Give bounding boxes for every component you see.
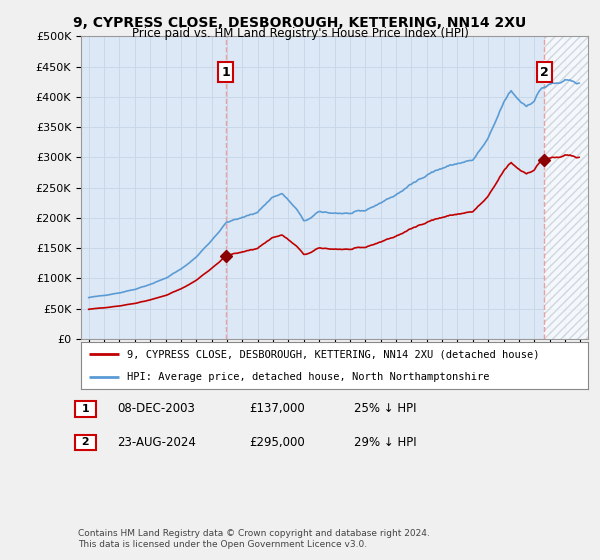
Text: £137,000: £137,000 [249,402,305,416]
Text: £295,000: £295,000 [249,436,305,449]
Text: 9, CYPRESS CLOSE, DESBOROUGH, KETTERING, NN14 2XU: 9, CYPRESS CLOSE, DESBOROUGH, KETTERING,… [73,16,527,30]
Text: 2: 2 [539,66,548,78]
Text: Price paid vs. HM Land Registry's House Price Index (HPI): Price paid vs. HM Land Registry's House … [131,27,469,40]
Text: 23-AUG-2024: 23-AUG-2024 [117,436,196,449]
Text: 1: 1 [78,404,94,414]
Text: 1: 1 [221,66,230,78]
Text: HPI: Average price, detached house, North Northamptonshire: HPI: Average price, detached house, Nort… [127,372,489,382]
Text: 08-DEC-2003: 08-DEC-2003 [117,402,195,416]
Text: 9, CYPRESS CLOSE, DESBOROUGH, KETTERING, NN14 2XU (detached house): 9, CYPRESS CLOSE, DESBOROUGH, KETTERING,… [127,349,539,360]
Text: Contains HM Land Registry data © Crown copyright and database right 2024.
This d: Contains HM Land Registry data © Crown c… [78,529,430,549]
Text: 25% ↓ HPI: 25% ↓ HPI [354,402,416,416]
Text: 2: 2 [78,437,94,447]
Text: 29% ↓ HPI: 29% ↓ HPI [354,436,416,449]
